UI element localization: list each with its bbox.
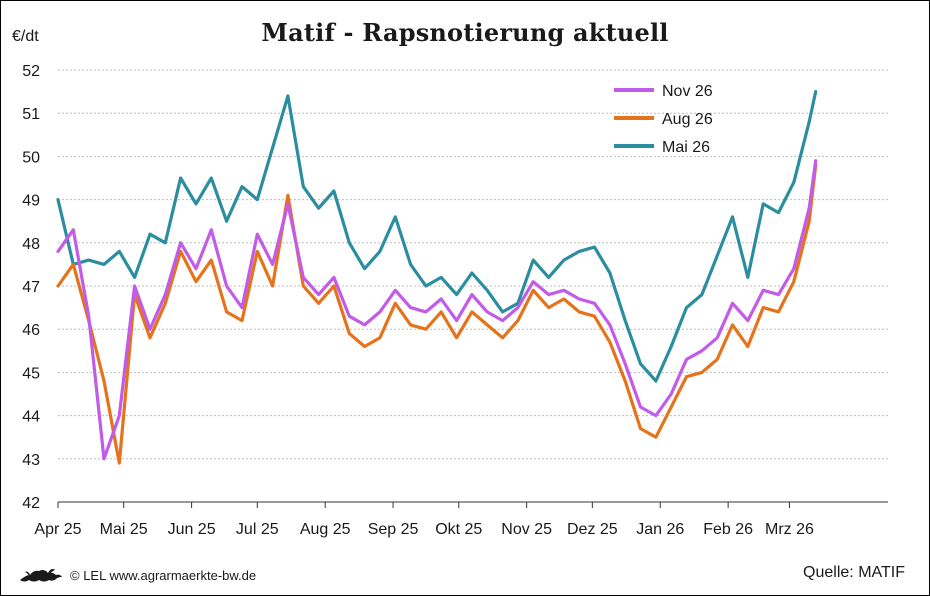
x-tick-label: Mrz 26 xyxy=(765,521,814,538)
x-tick-label: Apr 25 xyxy=(34,521,81,538)
x-tick-label: Jun 25 xyxy=(168,521,216,538)
x-tick-label: Feb 26 xyxy=(703,521,753,538)
y-tick-label: 52 xyxy=(22,63,40,80)
y-tick-label: 48 xyxy=(22,236,40,253)
x-tick-label: Dez 25 xyxy=(567,521,618,538)
legend-label: Nov 26 xyxy=(662,83,713,100)
series-line-aug-26 xyxy=(56,163,818,465)
y-axis-unit-label: €/dt xyxy=(12,28,39,45)
axes xyxy=(57,501,888,508)
lion-logo-icon xyxy=(20,569,62,582)
legend-label: Aug 26 xyxy=(662,111,713,128)
legend-label: Mai 26 xyxy=(662,139,710,156)
x-tick-label: Mai 25 xyxy=(100,521,148,538)
footer-credit: © LEL www.agrarmaerkte-bw.de xyxy=(18,566,256,584)
price-line-chart: 42 43 44 45 46 47 48 49 50 51 52 Apr 25 Mai 25 Jun 2… xyxy=(22,63,888,538)
y-tick-label: 45 xyxy=(22,365,40,382)
credit-text: © LEL www.agrarmaerkte-bw.de xyxy=(70,567,257,583)
y-tick-labels: 42 43 44 45 46 47 48 49 50 51 52 xyxy=(22,63,40,512)
series-line-mai-26 xyxy=(56,89,818,383)
x-tick-label: Jan 26 xyxy=(636,521,684,538)
x-tick-label: Sep 25 xyxy=(368,521,419,538)
chart-title: Matif - Rapsnotierung aktuell xyxy=(261,18,669,47)
grid-lines xyxy=(58,69,888,460)
y-tick-label: 46 xyxy=(22,322,40,339)
series-line-nov-26 xyxy=(56,159,818,461)
x-tick-label: Aug 25 xyxy=(300,521,351,538)
series-lines xyxy=(56,89,818,465)
x-tick-labels: Apr 25 Mai 25 Jun 25 Jul 25 Aug 25 Sep 25 Okt … xyxy=(34,521,814,538)
x-tick-label: Okt 25 xyxy=(435,521,482,538)
y-tick-label: 43 xyxy=(22,452,40,469)
y-tick-label: 42 xyxy=(22,495,40,512)
y-tick-label: 49 xyxy=(22,193,40,210)
legend: Nov 26 Aug 26 Mai 26 xyxy=(614,83,713,156)
y-tick-label: 47 xyxy=(22,279,40,296)
y-tick-label: 44 xyxy=(22,409,40,426)
x-tick-label: Jul 25 xyxy=(236,521,279,538)
x-tick-label: Nov 25 xyxy=(501,521,552,538)
y-tick-label: 50 xyxy=(22,149,40,166)
y-tick-label: 51 xyxy=(22,106,40,123)
source-label: Quelle: MATIF xyxy=(803,564,905,581)
